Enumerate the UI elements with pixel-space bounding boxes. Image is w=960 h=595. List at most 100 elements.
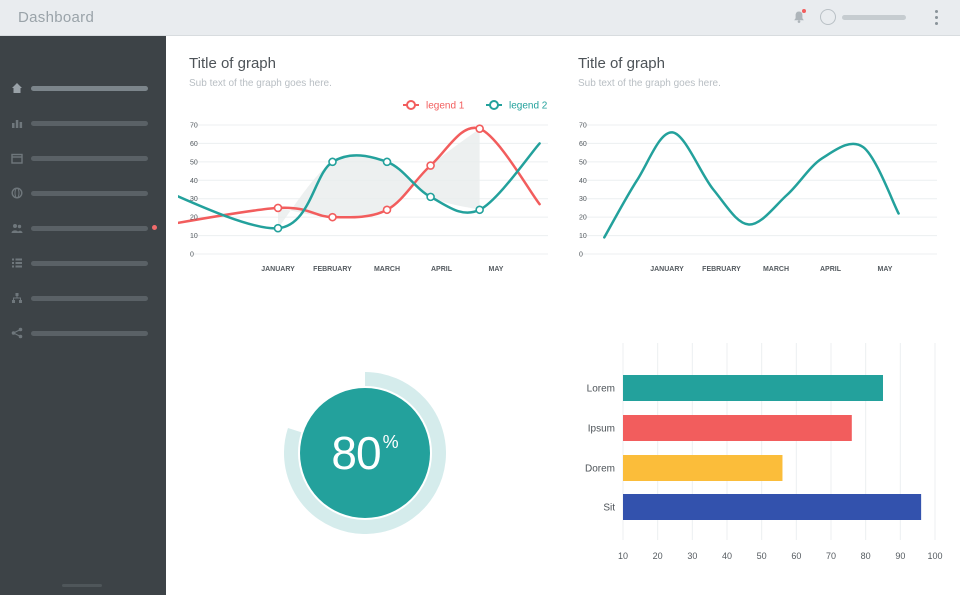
calendar-icon	[11, 153, 23, 164]
x-tick-label: JANUARY	[261, 266, 295, 273]
sidebar-item-label	[31, 331, 148, 336]
data-point[interactable]	[426, 192, 435, 202]
sidebar-item-home[interactable]	[0, 76, 166, 100]
x-tick-label: MAY	[878, 266, 893, 273]
data-point[interactable]	[382, 157, 392, 167]
sidebar-item-label	[31, 226, 148, 231]
hierarchy-icon	[12, 293, 22, 303]
sidebar-item-globe[interactable]	[0, 181, 166, 205]
y-tick-label: 40	[190, 178, 198, 185]
sidebar-footer	[62, 584, 102, 587]
x-tick-label: 100	[927, 551, 942, 561]
list-icon	[12, 258, 22, 268]
sidebar-item-label	[31, 121, 148, 126]
bar-ipsum[interactable]	[623, 415, 852, 441]
y-tick-label: 70	[579, 123, 587, 130]
y-tick-label: 50	[190, 159, 198, 166]
legend-marker-icon	[489, 100, 499, 110]
sidebar-item-share[interactable]	[0, 321, 166, 345]
donut-core	[300, 388, 430, 518]
x-tick-label: APRIL	[820, 266, 842, 273]
donut-track	[284, 372, 446, 534]
sidebar-item-label	[31, 296, 148, 301]
y-tick-label: 10	[190, 233, 198, 240]
x-tick-label: 40	[722, 551, 732, 561]
y-tick-label: 60	[190, 141, 198, 148]
notification-dot	[152, 225, 157, 230]
more-options-icon[interactable]	[934, 10, 940, 26]
y-tick-label: 40	[579, 178, 587, 185]
y-tick-label: 0	[190, 252, 194, 259]
donut-percentage: 80	[331, 427, 381, 479]
x-tick-label: 50	[757, 551, 767, 561]
x-tick-label: 10	[618, 551, 628, 561]
y-tick-label: 20	[190, 215, 198, 222]
line-chart: legend 1 legend 2 0 10 20 30 40 50 60 70 JANUARY…	[178, 100, 548, 273]
bar-chart-icon	[12, 120, 23, 128]
line-chart-subtitle: Sub text of the graph goes here.	[189, 78, 332, 89]
legend-label[interactable]: legend 2	[509, 101, 548, 112]
legend-marker-icon	[406, 100, 416, 110]
data-point[interactable]	[328, 212, 337, 222]
x-tick-label: APRIL	[431, 266, 453, 273]
y-tick-label: 30	[190, 196, 198, 203]
bar-dorem[interactable]	[623, 455, 783, 481]
donut-value: 80 %	[284, 372, 446, 534]
line-chart-title: Title of graph	[189, 55, 276, 72]
x-tick-label: MAY	[489, 266, 504, 273]
x-tick-label: MARCH	[374, 266, 400, 273]
top-bar: Dashboard	[0, 0, 960, 36]
users-icon	[11, 224, 23, 233]
bell-icon[interactable]	[792, 10, 806, 24]
x-tick-label: 90	[895, 551, 905, 561]
sidebar-item-label	[31, 191, 148, 196]
series-gap-area	[278, 128, 480, 229]
single-line-chart-subtitle: Sub text of the graph goes here.	[578, 78, 721, 89]
x-tick-label: 30	[687, 551, 697, 561]
sidebar-item-list[interactable]	[0, 251, 166, 275]
app-title: Dashboard	[18, 9, 95, 26]
data-point[interactable]	[382, 205, 392, 215]
data-point[interactable]	[475, 124, 484, 133]
sidebar	[0, 36, 166, 595]
bar-category-label: Lorem	[587, 384, 615, 395]
x-tick-label: 20	[653, 551, 663, 561]
data-point[interactable]	[426, 161, 435, 170]
sidebar-item-label	[31, 261, 148, 266]
user-name-placeholder[interactable]	[842, 15, 906, 20]
x-tick-label: MARCH	[763, 266, 789, 273]
y-tick-label: 10	[579, 233, 587, 240]
sidebar-item-label	[31, 86, 148, 91]
x-tick-label: 70	[826, 551, 836, 561]
y-tick-label: 50	[579, 159, 587, 166]
x-tick-label: JANUARY	[650, 266, 684, 273]
bar-sit[interactable]	[623, 494, 922, 520]
single-line-chart-title: Title of graph	[578, 55, 665, 72]
series-line-1	[603, 131, 900, 239]
bar-category-label: Dorem	[585, 464, 615, 475]
sidebar-item-hierarchy[interactable]	[0, 286, 166, 310]
data-point[interactable]	[475, 205, 484, 215]
data-point[interactable]	[328, 157, 337, 167]
bar-lorem[interactable]	[623, 375, 883, 401]
y-tick-label: 70	[190, 123, 198, 130]
x-tick-label: FEBRUARY	[313, 266, 352, 273]
horizontal-bar-chart: Lorem Ipsum Dorem Sit 10 20 30 40 50 60 70 80 90 100	[585, 343, 943, 561]
x-tick-label: FEBRUARY	[702, 266, 741, 273]
notification-badge	[802, 9, 806, 13]
user-avatar-icon[interactable]	[820, 9, 836, 25]
y-tick-label: 60	[579, 141, 587, 148]
data-point[interactable]	[273, 203, 283, 213]
sidebar-item-stats[interactable]	[0, 111, 166, 135]
progress-donut: 80 %	[284, 372, 446, 534]
sidebar-item-users[interactable]	[0, 216, 166, 240]
x-tick-label: 80	[861, 551, 871, 561]
sidebar-item-calendar[interactable]	[0, 146, 166, 170]
home-icon	[12, 83, 22, 93]
bar-category-label: Ipsum	[588, 424, 615, 435]
single-line-chart: 0 10 20 30 40 50 60 70 JANUARY FEBRUARY MARCH APRI…	[579, 123, 937, 273]
share-icon	[11, 327, 23, 339]
legend-label[interactable]: legend 1	[426, 101, 465, 112]
y-tick-label: 20	[579, 215, 587, 222]
data-point[interactable]	[273, 223, 283, 233]
